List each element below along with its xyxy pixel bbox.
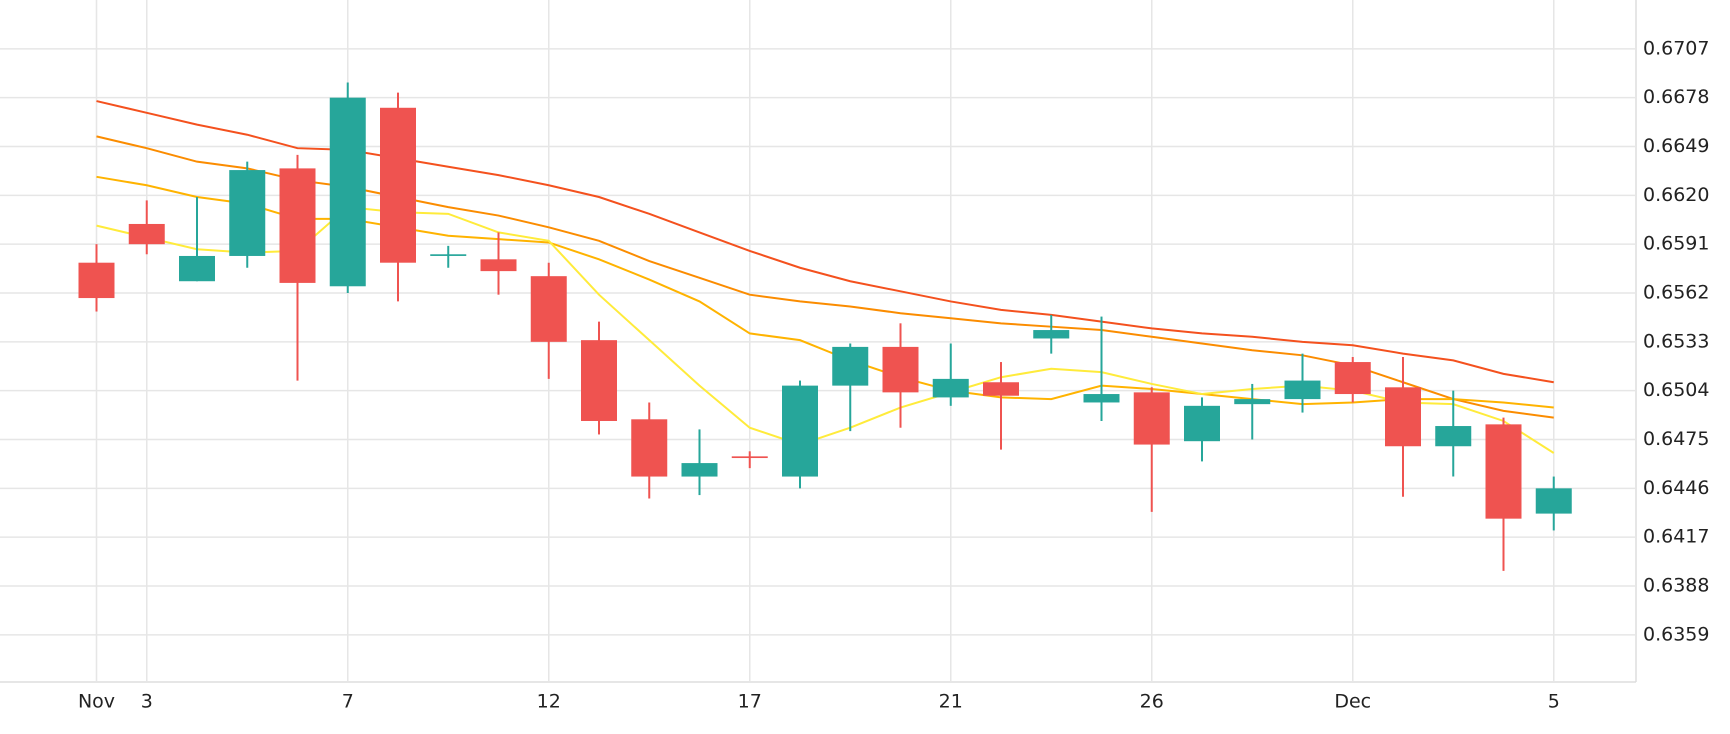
- candle-body: [380, 107, 416, 263]
- y-tick-label: 0.6591: [1643, 233, 1709, 255]
- x-tick-label: Nov: [78, 691, 115, 713]
- candle-body: [1184, 405, 1220, 442]
- candle-body: [480, 259, 517, 272]
- y-tick-label: 0.6475: [1643, 428, 1709, 450]
- y-tick-label: 0.6649: [1643, 135, 1709, 157]
- candle-body: [1385, 387, 1421, 447]
- y-tick-label: 0.6417: [1643, 526, 1709, 548]
- y-tick-label: 0.6707: [1643, 37, 1709, 59]
- candle-body: [329, 97, 366, 287]
- candle-body: [128, 223, 165, 245]
- candle-body: [1334, 362, 1371, 395]
- x-tick-label: 5: [1548, 691, 1560, 713]
- candle-body: [530, 276, 567, 342]
- y-tick-label: 0.6388: [1643, 575, 1709, 597]
- candle-body: [1033, 330, 1070, 339]
- x-tick-label: 17: [738, 691, 762, 713]
- x-tick-label: 21: [939, 691, 963, 713]
- candle-body: [681, 463, 718, 477]
- candle-body: [430, 254, 467, 256]
- candle-body: [1083, 394, 1120, 403]
- candle-body: [1234, 399, 1271, 405]
- candle-body: [78, 262, 115, 299]
- y-tick-label: 0.6446: [1643, 477, 1709, 499]
- candle-body: [179, 255, 215, 282]
- candle-body: [932, 378, 969, 398]
- candle-body: [832, 346, 869, 386]
- candle-body: [782, 385, 818, 477]
- candle-body: [1284, 380, 1321, 400]
- y-tick-label: 0.6620: [1643, 184, 1709, 206]
- x-tick-label: Dec: [1334, 691, 1371, 713]
- candle-body: [731, 456, 768, 459]
- candle-body: [983, 382, 1019, 396]
- candle-body: [1485, 424, 1522, 519]
- candle-body: [1133, 392, 1170, 445]
- y-tick-label: 0.6562: [1643, 282, 1709, 304]
- candle-body: [1535, 488, 1572, 514]
- x-tick-label: 7: [342, 691, 354, 713]
- y-tick-label: 0.6359: [1643, 623, 1709, 645]
- y-tick-label: 0.6678: [1643, 86, 1709, 108]
- x-tick-label: 12: [537, 691, 561, 713]
- candle-body: [631, 419, 668, 477]
- candle-body: [581, 340, 617, 421]
- y-tick-label: 0.6533: [1643, 330, 1709, 352]
- candle-body: [229, 170, 266, 256]
- candle-body: [882, 346, 919, 393]
- x-tick-label: 26: [1140, 691, 1164, 713]
- y-tick-label: 0.6504: [1643, 379, 1709, 401]
- candle-body: [279, 168, 316, 283]
- x-tick-label: 3: [141, 691, 153, 713]
- candle-body: [1435, 426, 1472, 447]
